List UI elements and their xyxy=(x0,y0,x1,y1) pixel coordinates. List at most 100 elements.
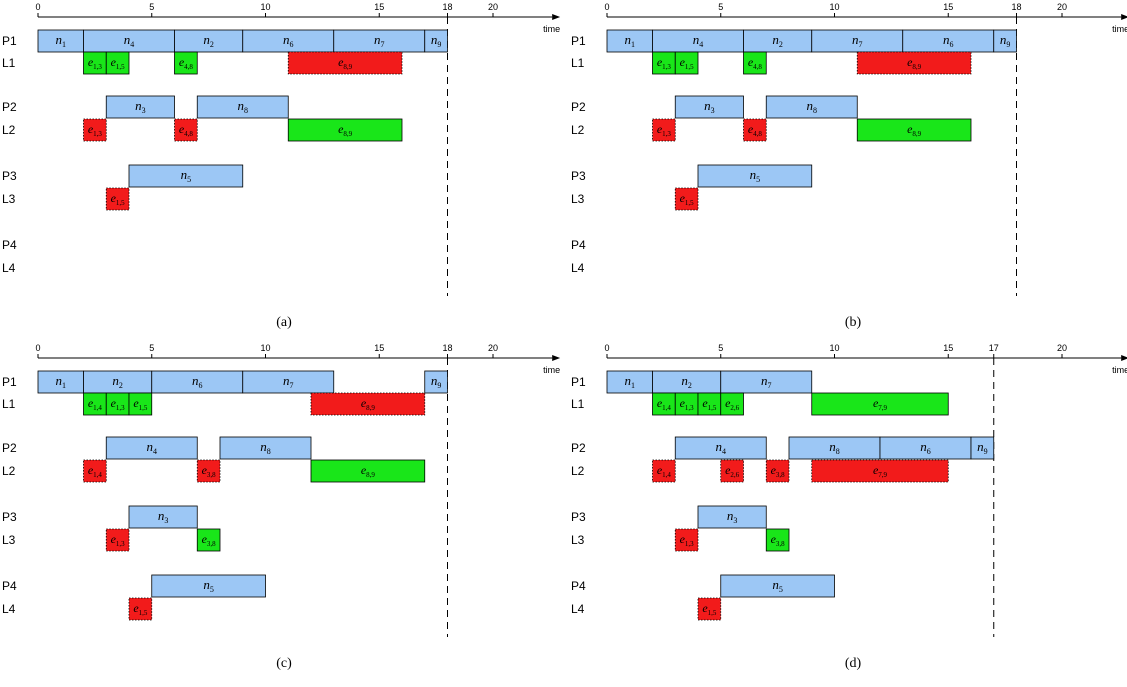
panel-b: time 0 5 10 15 18 20 P1 n1 n4 n2 n7 n6 n9 L1 e1,3 e1,5 e4… xyxy=(571,2,1127,330)
tick-label: 15 xyxy=(374,2,384,12)
row-label-p2: P2 xyxy=(571,441,586,455)
send-edge-box-label: e1,5 xyxy=(680,55,695,71)
recv-edge-box-label: e1,3 xyxy=(657,122,672,138)
task-box-label: n5 xyxy=(203,577,214,594)
recv-edge-box xyxy=(310,392,426,416)
recv-edge-box-label: e3,8 xyxy=(771,463,786,479)
tick-label: 5 xyxy=(718,343,723,353)
recv-edge-box xyxy=(652,459,676,483)
recv-edge-box-label: e8,9 xyxy=(338,55,353,71)
panel-c: time 0 5 10 15 18 20 P1 n1 n2 n6 n7 n9 L1 e1,4 e1,3 e1,5… xyxy=(2,343,561,671)
row-label-l1: L1 xyxy=(2,56,16,70)
task-box-label: n5 xyxy=(181,167,192,184)
tick-label: 10 xyxy=(829,343,839,353)
row-label-l2: L2 xyxy=(571,123,585,137)
time-axis-label: time xyxy=(1112,365,1127,375)
tick-label: 10 xyxy=(260,2,270,12)
tick-label: 0 xyxy=(604,2,609,12)
tick-label: 10 xyxy=(829,2,839,12)
send-edge-box-label: e3,8 xyxy=(202,532,217,548)
row-label-p4: P4 xyxy=(571,238,586,252)
task-box-label: n3 xyxy=(135,98,146,115)
row-label-l1: L1 xyxy=(571,56,585,70)
time-axis-arrow xyxy=(552,355,561,361)
send-edge-box-label: e1,3 xyxy=(657,55,672,71)
row-label-l4: L4 xyxy=(2,261,16,275)
recv-edge-box xyxy=(856,51,972,75)
recv-edge-box xyxy=(811,459,949,483)
recv-edge-box xyxy=(105,187,130,211)
send-edge-box-label: e8,9 xyxy=(338,122,353,138)
task-box-label: n6 xyxy=(920,439,931,456)
row-label-p4: P4 xyxy=(2,579,17,593)
tick-label: 5 xyxy=(718,2,723,12)
row-label-p4: P4 xyxy=(571,579,586,593)
tick-label: 17 xyxy=(989,343,999,353)
task-box-label: n9 xyxy=(1000,32,1011,49)
task-box-label: n9 xyxy=(431,373,442,390)
panel-caption: (d) xyxy=(845,656,862,671)
recv-edge-box xyxy=(720,459,744,483)
task-box xyxy=(105,436,198,460)
recv-edge-box xyxy=(128,597,153,621)
row-label-p3: P3 xyxy=(571,169,586,183)
recv-edge-box-label: e7,9 xyxy=(873,463,888,479)
task-box xyxy=(424,29,448,53)
task-box xyxy=(720,370,813,394)
recv-edge-box-label: e1,3 xyxy=(111,532,126,548)
recv-edge-box-label: e4,8 xyxy=(179,122,194,138)
row-label-l1: L1 xyxy=(2,397,16,411)
tick-label: 10 xyxy=(260,343,270,353)
tick-label: 15 xyxy=(374,343,384,353)
task-box-label: n2 xyxy=(203,32,214,49)
row-label-p2: P2 xyxy=(2,441,17,455)
time-axis-label: time xyxy=(543,365,560,375)
send-edge-box-label: e1,4 xyxy=(657,396,672,412)
recv-edge-box-label: e8,9 xyxy=(907,55,922,71)
send-edge-box-label: e8,9 xyxy=(907,122,922,138)
send-edge-box-label: e1,5 xyxy=(133,396,148,412)
time-axis-arrow xyxy=(1121,355,1127,361)
time-axis-label: time xyxy=(543,24,560,34)
time-axis-label: time xyxy=(1112,24,1127,34)
send-edge-box xyxy=(765,528,790,552)
send-edge-box xyxy=(310,459,426,483)
time-axis-arrow xyxy=(1121,14,1127,20)
send-edge-box xyxy=(174,51,198,75)
row-label-p3: P3 xyxy=(571,510,586,524)
task-box xyxy=(242,370,335,394)
tick-label: 5 xyxy=(149,2,154,12)
task-box-label: n9 xyxy=(977,439,988,456)
tick-label: 20 xyxy=(1057,2,1067,12)
row-label-l3: L3 xyxy=(571,533,585,547)
row-label-p3: P3 xyxy=(2,169,17,183)
row-label-l3: L3 xyxy=(571,192,585,206)
recv-edge-box xyxy=(674,528,699,552)
send-edge-box-label: e3,8 xyxy=(771,532,786,548)
task-box xyxy=(970,436,995,460)
tick-label: 15 xyxy=(943,2,953,12)
tick-label: 20 xyxy=(488,2,498,12)
row-label-p1: P1 xyxy=(2,375,17,389)
recv-edge-box-label: e1,4 xyxy=(88,463,103,479)
tick-label: 18 xyxy=(442,343,452,353)
send-edge-box xyxy=(105,51,130,75)
row-label-l3: L3 xyxy=(2,192,16,206)
tick-label: 18 xyxy=(442,2,452,12)
recv-edge-box-label: e1,5 xyxy=(680,191,695,207)
send-edge-box-label: e4,8 xyxy=(179,55,194,71)
recv-edge-box xyxy=(83,118,107,142)
panel-caption: (a) xyxy=(276,315,292,330)
recv-edge-box xyxy=(765,459,790,483)
tick-label: 20 xyxy=(488,343,498,353)
recv-edge-box xyxy=(174,118,198,142)
row-label-p1: P1 xyxy=(571,375,586,389)
row-label-p2: P2 xyxy=(571,100,586,114)
panel-d: time 0 5 10 15 17 20 P1 n1 n2 n7 L1 e1,4 e1,3 e1,5 e2,6… xyxy=(571,343,1127,671)
task-box xyxy=(993,29,1017,53)
row-label-l2: L2 xyxy=(2,464,16,478)
task-box-label: n6 xyxy=(192,373,203,390)
task-box xyxy=(105,95,175,119)
task-box xyxy=(128,505,198,529)
tick-label: 18 xyxy=(1011,2,1021,12)
